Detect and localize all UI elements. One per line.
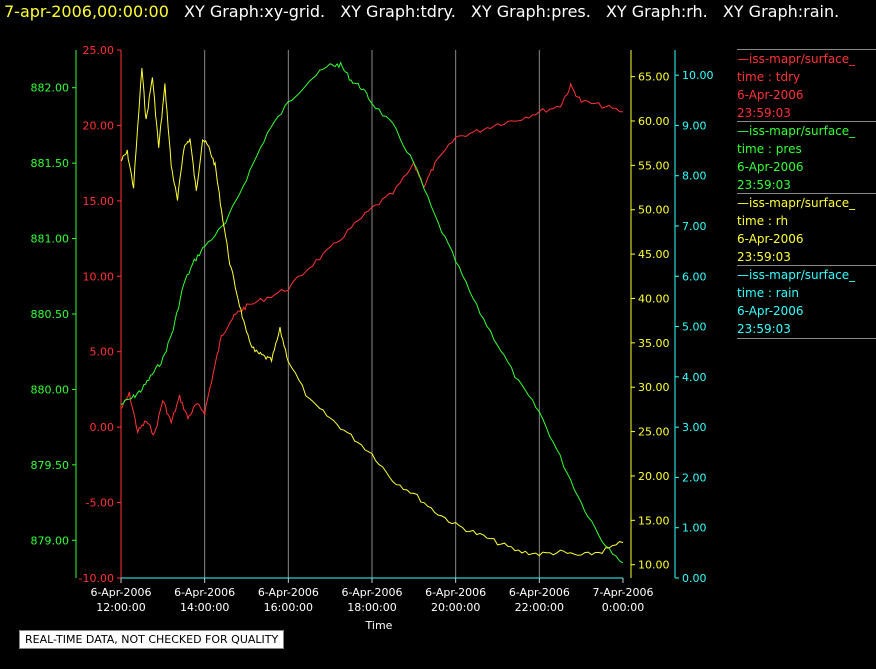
legend-time: 23:59:03 xyxy=(737,178,791,192)
y-tick-label-tdry: 10.00 xyxy=(83,270,115,283)
series-line-pres xyxy=(120,61,624,564)
y-tick-label-rh: 15.00 xyxy=(638,514,670,527)
graph-title-tdry: XY Graph:tdry. xyxy=(340,2,456,21)
y-tick-label-rain: 1.00 xyxy=(682,522,707,535)
y-tick-label-rh: 60.00 xyxy=(638,115,670,128)
y-tick-label-rh: 45.00 xyxy=(638,248,670,261)
y-tick-label-rain: 5.00 xyxy=(682,321,707,334)
y-tick-label-pres: 882.00 xyxy=(31,82,70,95)
y-tick-label-rain: 6.00 xyxy=(682,270,707,283)
y-tick-label-pres: 881.50 xyxy=(31,157,70,170)
y-tick-label-tdry: -5.00 xyxy=(86,497,114,510)
y-tick-label-rain: 4.00 xyxy=(682,371,707,384)
y-tick-label-rh: 20.00 xyxy=(638,470,670,483)
x-tick-label: 14:00:00 xyxy=(180,601,229,614)
y-tick-label-pres: 880.00 xyxy=(31,383,70,396)
y-tick-label-rain: 8.00 xyxy=(682,170,707,183)
legend-entry-tdry: —iss-mapr/surface_ time : tdry 6-Apr-200… xyxy=(737,50,876,122)
legend-series-name: —iss-mapr/surface_ xyxy=(737,196,856,210)
legend-separator xyxy=(737,193,876,194)
y-tick-label-tdry: 20.00 xyxy=(83,119,115,132)
x-tick-label: 22:00:00 xyxy=(515,601,564,614)
graph-title-grid: XY Graph:xy-grid. xyxy=(184,2,326,21)
series-line-tdry xyxy=(120,82,624,436)
legend-entry-rain: —iss-mapr/surface_ time : rain 6-Apr-200… xyxy=(737,266,876,338)
y-tick-label-rain: 0.00 xyxy=(682,572,707,585)
legend-time: 23:59:03 xyxy=(737,322,791,336)
y-tick-label-rh: 35.00 xyxy=(638,337,670,350)
legend-field: time : rain xyxy=(737,286,800,300)
x-tick-label: 20:00:00 xyxy=(431,601,480,614)
legend-date: 6-Apr-2006 xyxy=(737,232,804,246)
legend-entry-pres: —iss-mapr/surface_ time : pres 6-Apr-200… xyxy=(737,122,876,194)
y-tick-label-rain: 9.00 xyxy=(682,119,707,132)
quality-disclaimer: REAL-TIME DATA, NOT CHECKED FOR QUALITY xyxy=(19,630,285,649)
y-tick-label-rain: 2.00 xyxy=(682,471,707,484)
legend-time: 23:59:03 xyxy=(737,250,791,264)
legend-separator xyxy=(737,121,876,122)
x-tick-label: 6-Apr-2006 xyxy=(174,586,235,599)
y-tick-label-rh: 25.00 xyxy=(638,426,670,439)
legend-series-name: —iss-mapr/surface_ xyxy=(737,268,856,282)
graph-title-rh: XY Graph:rh. xyxy=(605,2,708,21)
y-tick-label-rh: 65.00 xyxy=(638,71,670,84)
x-tick-label: 7-Apr-2006 xyxy=(592,586,653,599)
legend-separator xyxy=(737,265,876,266)
graph-title-rain: XY Graph:rain. xyxy=(722,2,840,21)
legend-series-name: —iss-mapr/surface_ xyxy=(737,124,856,138)
x-tick-label: 6-Apr-2006 xyxy=(90,586,151,599)
x-tick-label: 6-Apr-2006 xyxy=(509,586,570,599)
y-tick-label-tdry: 5.00 xyxy=(90,346,115,359)
title-bar: 7-apr-2006,00:00:00 XY Graph:xy-grid. XY… xyxy=(4,2,839,21)
y-tick-label-rain: 10.00 xyxy=(682,69,714,82)
y-tick-label-rh: 40.00 xyxy=(638,292,670,305)
y-tick-label-pres: 880.50 xyxy=(31,308,70,321)
x-tick-label: 6-Apr-2006 xyxy=(258,586,319,599)
legend-series-name: —iss-mapr/surface_ xyxy=(737,52,856,66)
y-tick-label-tdry: -10.00 xyxy=(79,572,114,585)
legend-date: 6-Apr-2006 xyxy=(737,160,804,174)
y-tick-label-rh: 50.00 xyxy=(638,204,670,217)
legend-date: 6-Apr-2006 xyxy=(737,88,804,102)
y-tick-label-tdry: 25.00 xyxy=(83,44,115,57)
legend-entry-rh: —iss-mapr/surface_ time : rh 6-Apr-2006 … xyxy=(737,194,876,266)
legend-field: time : rh xyxy=(737,214,789,228)
legend-time: 23:59:03 xyxy=(737,106,791,120)
x-tick-label: 12:00:00 xyxy=(96,601,145,614)
series-line-rh xyxy=(120,67,624,557)
x-tick-label: 16:00:00 xyxy=(264,601,313,614)
legend-field: time : pres xyxy=(737,142,802,156)
y-tick-label-pres: 879.00 xyxy=(31,534,70,547)
legend-separator xyxy=(737,49,876,50)
y-tick-label-tdry: 15.00 xyxy=(83,195,115,208)
y-tick-label-rh: 30.00 xyxy=(638,381,670,394)
legend-field: time : tdry xyxy=(737,70,801,84)
y-tick-label-rh: 55.00 xyxy=(638,159,670,172)
x-tick-label: 6-Apr-2006 xyxy=(341,586,402,599)
x-tick-label: 0:00:00 xyxy=(602,601,644,614)
graph-title-pres: XY Graph:pres. xyxy=(470,2,591,21)
x-axis-label: Time xyxy=(365,619,393,632)
x-tick-label: 18:00:00 xyxy=(347,601,396,614)
y-tick-label-tdry: 0.00 xyxy=(90,421,115,434)
y-tick-label-rain: 7.00 xyxy=(682,220,707,233)
y-tick-label-rain: 3.00 xyxy=(682,421,707,434)
y-tick-label-pres: 879.50 xyxy=(31,459,70,472)
y-tick-label-pres: 881.00 xyxy=(31,233,70,246)
x-tick-label: 6-Apr-2006 xyxy=(425,586,486,599)
legend-date: 6-Apr-2006 xyxy=(737,304,804,318)
legend-separator xyxy=(737,338,876,339)
timestamp: 7-apr-2006,00:00:00 xyxy=(4,2,169,21)
y-tick-label-rh: 10.00 xyxy=(638,559,670,572)
